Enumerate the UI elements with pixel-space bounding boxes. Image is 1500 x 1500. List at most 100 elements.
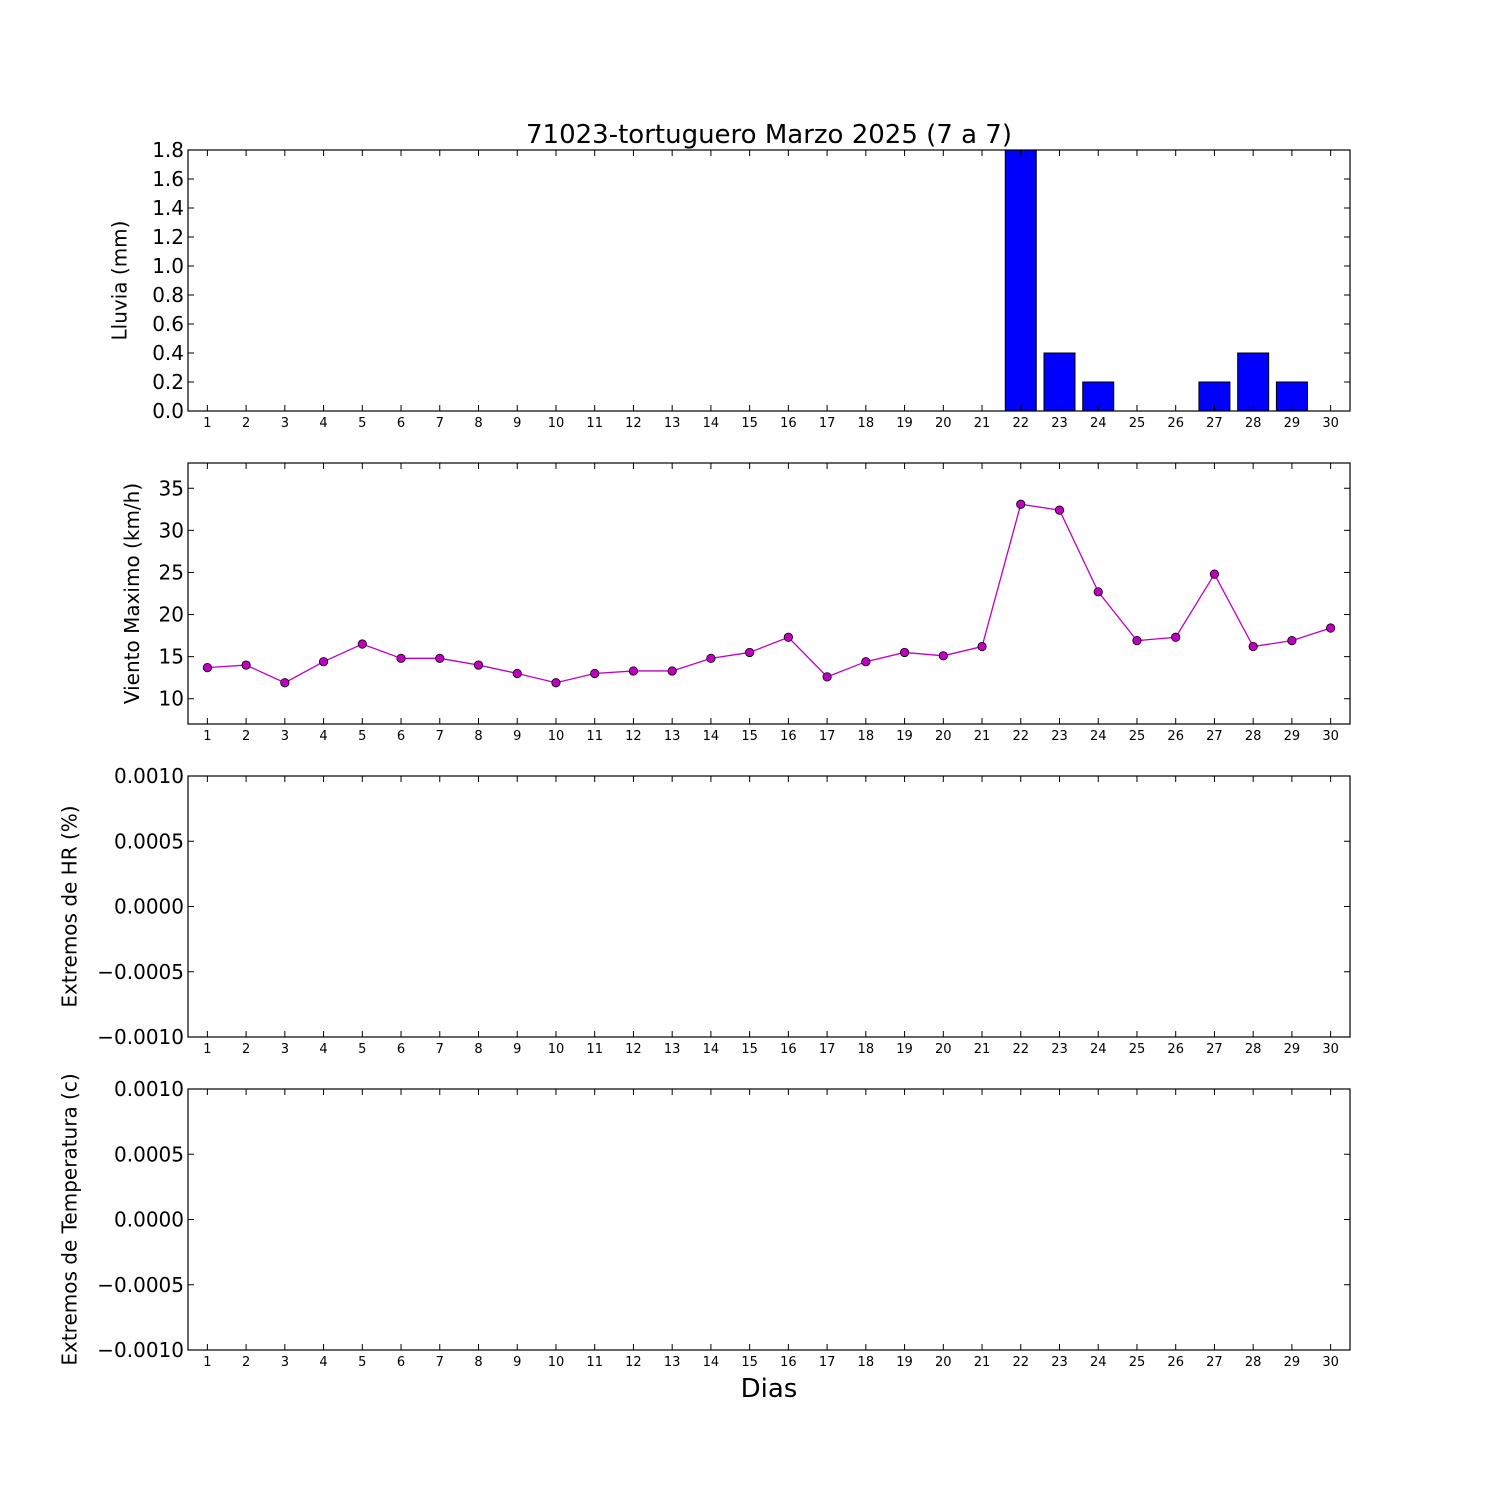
x-tick-label: 13 — [664, 416, 681, 431]
x-tick-label: 5 — [358, 416, 366, 431]
x-tick-label: 23 — [1051, 1355, 1068, 1370]
bar-day-23 — [1043, 352, 1076, 412]
x-tick-label: 8 — [474, 1042, 482, 1057]
y-tick-label: 20 — [159, 603, 184, 627]
x-tick-label: 10 — [548, 729, 565, 744]
y-tick-label: 15 — [159, 645, 184, 669]
x-tick-label: 27 — [1206, 416, 1223, 431]
x-tick-label: 25 — [1129, 729, 1146, 744]
x-tick-label: 9 — [513, 1042, 521, 1057]
y-tick-label: 0.4 — [152, 341, 184, 365]
x-tick-label: 15 — [741, 416, 758, 431]
y-tick-label: 35 — [159, 476, 184, 500]
plot-frame-temperatura — [187, 1088, 1351, 1351]
point-day-23 — [1054, 505, 1065, 515]
x-tick-label: 25 — [1129, 1355, 1146, 1370]
point-day-10 — [551, 678, 561, 688]
y-tick-label: 1.0 — [152, 254, 184, 278]
x-tick-label: 23 — [1051, 729, 1068, 744]
x-tick-label: 12 — [625, 729, 642, 744]
x-tick-label: 3 — [281, 1042, 289, 1057]
x-tick-label: 1 — [203, 729, 211, 744]
point-day-18 — [861, 657, 871, 667]
x-tick-label: 22 — [1012, 416, 1029, 431]
x-tick-label: 19 — [896, 1042, 913, 1057]
plot-frame-hr — [187, 775, 1351, 1038]
x-tick-label: 17 — [819, 729, 836, 744]
plot-frame-viento — [187, 462, 1351, 725]
x-tick-label: 19 — [896, 416, 913, 431]
y-tick-label: −0.0005 — [97, 960, 184, 984]
x-tick-label: 17 — [819, 1042, 836, 1057]
point-day-2 — [241, 660, 251, 670]
point-day-22 — [1016, 499, 1026, 509]
x-tick-label: 29 — [1284, 1355, 1301, 1370]
x-tick-label: 11 — [586, 1042, 603, 1057]
point-day-21 — [977, 641, 987, 652]
x-tick-label: 23 — [1051, 416, 1068, 431]
x-tick-label: 14 — [703, 1042, 720, 1057]
x-tick-label: 2 — [242, 1355, 250, 1370]
x-tick-label: 13 — [664, 1355, 681, 1370]
y-tick-label: 10 — [159, 687, 184, 711]
x-tick-label: 22 — [1012, 729, 1029, 744]
x-tick-label: 29 — [1284, 416, 1301, 431]
x-tick-label: 4 — [319, 416, 327, 431]
x-tick-label: 12 — [625, 416, 642, 431]
x-tick-label: 15 — [741, 1042, 758, 1057]
y-tick-label: 0.0010 — [114, 764, 184, 788]
point-day-16 — [783, 632, 793, 642]
point-day-26 — [1171, 632, 1181, 642]
panel-viento: 1 2 3 4 5 6 7 8 9 10 11 12 13 14 15 16 17 18 19 20 21 22 23 24 2… — [120, 462, 1351, 744]
x-tick-label: 18 — [858, 416, 875, 431]
point-day-28 — [1248, 641, 1258, 652]
y-tick-label: −0.0010 — [97, 1025, 184, 1049]
x-tick-label: 7 — [436, 416, 444, 431]
x-tick-label: 4 — [319, 729, 327, 744]
x-tick-label: 3 — [281, 416, 289, 431]
y-tick-label: 1.2 — [152, 225, 184, 249]
point-day-13 — [667, 666, 677, 676]
y-tick-label: 0.0010 — [114, 1077, 184, 1101]
x-tick-label: 14 — [703, 416, 720, 431]
x-tick-label: 9 — [513, 1355, 521, 1370]
x-tick-label: 16 — [780, 729, 797, 744]
y-axis-label-lluvia: Lluvia (mm) — [108, 221, 132, 341]
x-tick-label: 14 — [703, 1355, 720, 1370]
x-tick-label: 11 — [586, 416, 603, 431]
x-tick-label: 26 — [1167, 416, 1184, 431]
point-day-11 — [590, 668, 600, 679]
x-tick-label: 1 — [203, 1355, 211, 1370]
x-tick-label: 5 — [358, 1355, 366, 1370]
point-day-27 — [1209, 569, 1220, 579]
panel-hr: 1 2 3 4 5 6 7 8 9 10 11 12 13 14 15 16 17 18 19 20 21 22 23 24 2… — [58, 764, 1351, 1057]
x-tick-label: 11 — [586, 729, 603, 744]
x-tick-label: 21 — [974, 1355, 991, 1370]
x-tick-label: 28 — [1245, 729, 1262, 744]
x-tick-label: 10 — [548, 1042, 565, 1057]
x-tick-label: 4 — [319, 1042, 327, 1057]
x-tick-label: 30 — [1322, 1355, 1339, 1370]
x-tick-label: 8 — [474, 1355, 482, 1370]
y-tick-label: 25 — [159, 560, 184, 584]
x-tick-label: 26 — [1167, 1042, 1184, 1057]
x-tick-label: 29 — [1284, 1042, 1301, 1057]
y-axis-label-viento: Viento Maximo (km/h) — [120, 483, 144, 704]
point-day-17 — [822, 672, 832, 682]
x-tick-label: 19 — [896, 729, 913, 744]
point-day-24 — [1093, 587, 1103, 597]
y-axis-label-temperatura: Extremos de Temperatura (c) — [58, 1073, 82, 1365]
x-tick-label: 22 — [1012, 1355, 1029, 1370]
y-tick-label: 0.0000 — [114, 1208, 184, 1232]
y-tick-label: 1.8 — [152, 138, 184, 162]
x-tick-label: 8 — [474, 416, 482, 431]
x-tick-label: 21 — [974, 416, 991, 431]
x-tick-label: 16 — [780, 416, 797, 431]
x-tick-label: 13 — [664, 1042, 681, 1057]
x-tick-label: 5 — [358, 729, 366, 744]
x-tick-label: 11 — [586, 1355, 603, 1370]
x-tick-label: 12 — [625, 1042, 642, 1057]
x-tick-label: 14 — [703, 729, 720, 744]
x-tick-label: 15 — [741, 729, 758, 744]
